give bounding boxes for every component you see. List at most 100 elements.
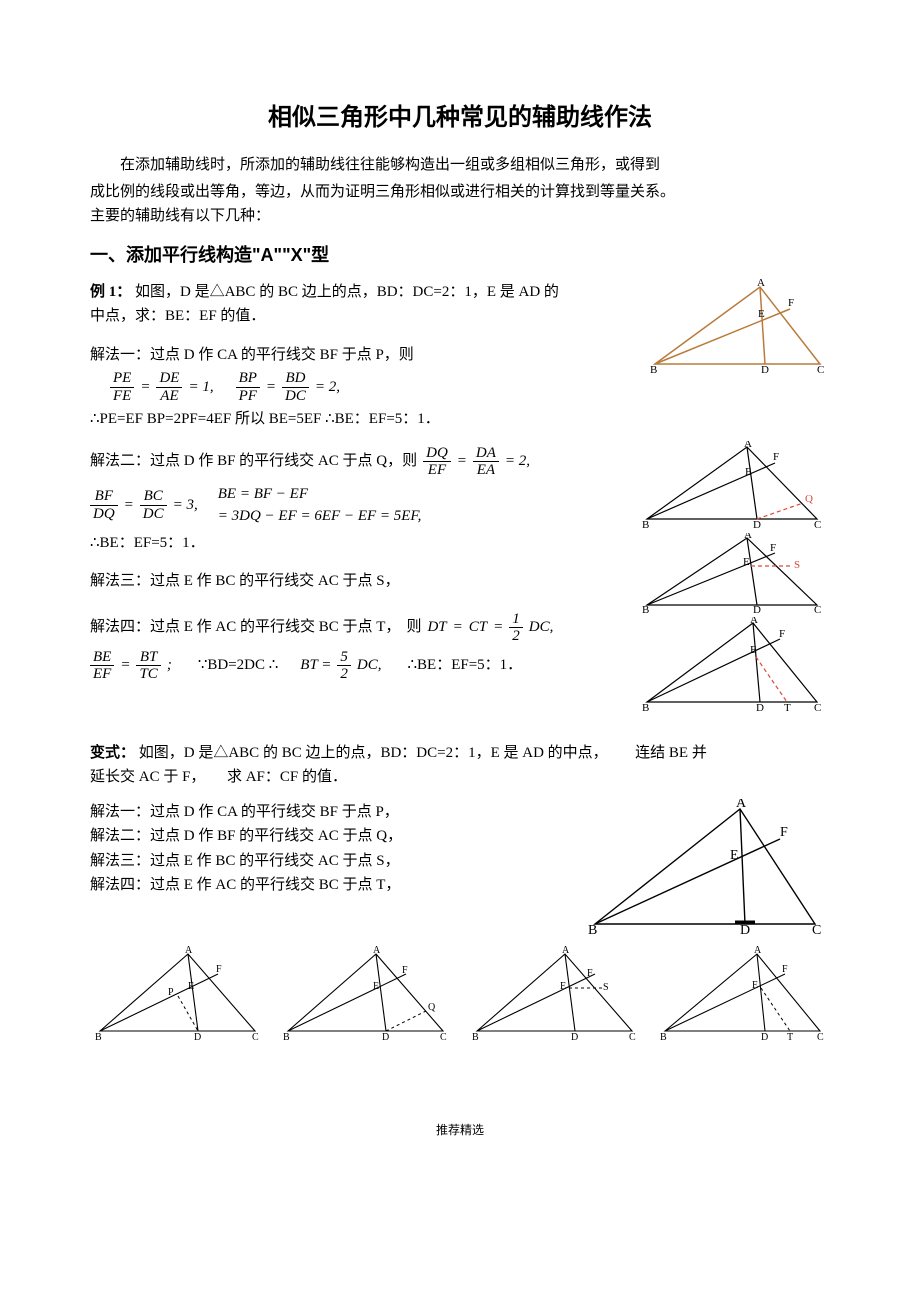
math-text: = 2,	[315, 376, 340, 399]
math-text: DC,	[529, 616, 554, 639]
fig-label: A	[744, 441, 752, 450]
figure-variant-q: A B C D E F Q	[278, 946, 453, 1041]
frac-num: PE	[110, 370, 134, 388]
math-text: = 3,	[173, 494, 198, 517]
example-1-label: 例 1：	[90, 284, 131, 300]
variant-text-2: 连结 BE 并	[635, 745, 707, 761]
frac-den: 2	[337, 666, 351, 683]
fig-label: B	[95, 1032, 102, 1041]
frac-den: EF	[90, 666, 114, 683]
fig-label: C	[252, 1032, 259, 1041]
intro-line-3: 主要的辅助线有以下几种：	[90, 205, 830, 228]
solution-4-label: 解法四：过点 E 作 AC 的平行线交 BC 于点 T，	[90, 616, 400, 639]
frac-den: TC	[136, 666, 160, 683]
frac-num: DA	[473, 445, 499, 463]
frac-num: DE	[156, 370, 182, 388]
figure-variant-main: A B C D E F	[580, 799, 830, 934]
fig-label: F	[788, 297, 794, 309]
variant-text-4: 求 AF：CF 的值．	[227, 769, 347, 785]
solution-1-conclusion: ∴PE=EF BP=2PF=4EF 所以 BE=5EF ∴BE：EF=5：1．	[90, 408, 630, 431]
fig-label: C	[817, 1032, 824, 1041]
fig-label: B	[660, 1032, 667, 1041]
solution-2-label: 解法二：过点 D 作 BF 的平行线交 AC 于点 Q，则	[90, 450, 417, 473]
figure-sol2: A B C D E F Q	[635, 441, 830, 529]
frac-den: FE	[110, 388, 134, 405]
solution-4-text: 则	[406, 616, 421, 639]
fig-label: E	[730, 848, 739, 863]
solution-2-line-1: 解法二：过点 D 作 BF 的平行线交 AC 于点 Q，则 DQEF = DAE…	[90, 445, 625, 479]
fig-label: E	[750, 644, 757, 656]
fig-label: E	[188, 981, 194, 992]
variant-sol-1: 解法一：过点 D 作 CA 的平行线交 BF 于点 P，	[90, 801, 570, 824]
fig-label: E	[752, 980, 758, 991]
solution-1-eq: PEFE = DEAE = 1, BPPF = BDDC = 2,	[90, 370, 630, 404]
fig-label: T	[784, 702, 791, 712]
fig-label: A	[562, 946, 570, 956]
fig-label: E	[743, 556, 750, 568]
fig-label: D	[753, 519, 761, 529]
fig-label: S	[603, 982, 609, 993]
math-text: BE = BF − EF	[218, 483, 422, 506]
fig-label: C	[814, 702, 821, 712]
frac-den: DC	[140, 506, 167, 523]
fig-label: E	[560, 981, 566, 992]
solution-4-text: ∵BD=2DC ∴	[198, 654, 278, 677]
fig-label: D	[740, 923, 750, 934]
variant-sol-3: 解法三：过点 E 作 BC 的平行线交 AC 于点 S，	[90, 850, 570, 873]
fig-label: C	[812, 923, 821, 934]
fig-label: F	[779, 628, 785, 640]
frac-den: AE	[156, 388, 182, 405]
frac-den: DC	[282, 388, 309, 405]
fig-label: E	[758, 308, 765, 320]
solution-2-conclusion: ∴BE：EF=5：1．	[90, 532, 625, 555]
frac-num: DQ	[423, 445, 451, 463]
frac-num: 5	[337, 649, 351, 667]
variant-label: 变式：	[90, 745, 135, 761]
fig-label: C	[629, 1032, 636, 1041]
math-text: = 2,	[505, 450, 530, 473]
frac-den: EF	[423, 462, 451, 479]
fig-label: F	[780, 825, 788, 840]
fig-label: D	[194, 1032, 201, 1041]
math-text: DT	[427, 616, 446, 639]
variant-sol-4: 解法四：过点 E 作 AC 的平行线交 BC 于点 T，	[90, 874, 570, 897]
frac-num: BF	[90, 488, 118, 506]
fig-label: Q	[428, 1002, 436, 1013]
fig-label: F	[773, 451, 779, 463]
fig-label: A	[754, 946, 762, 956]
fig-label: F	[782, 964, 788, 975]
frac-den: EA	[473, 462, 499, 479]
solution-4-line-2: BEEF = BTTC ; ∵BD=2DC ∴ BT = 52 DC, ∴BE：…	[90, 649, 625, 683]
fig-label: C	[814, 519, 821, 529]
fig-label: D	[382, 1032, 389, 1041]
fig-label: C	[440, 1032, 447, 1041]
math-text: ;	[167, 654, 172, 677]
math-text: CT	[469, 616, 487, 639]
fig-label: B	[642, 519, 649, 529]
fig-label: A	[750, 617, 758, 626]
intro-line-2: 成比例的线段或出等角，等边，从而为证明三角形相似或进行相关的计算找到等量关系。	[90, 181, 830, 204]
math-text: BT =	[300, 654, 331, 677]
example-1-line-1: 例 1： 如图，D 是△ABC 的 BC 边上的点，BD：DC=2：1，E 是 …	[90, 281, 630, 304]
figure-variant-t: A B C D E F T	[655, 946, 830, 1041]
fig-label: D	[761, 1032, 768, 1041]
fig-label: B	[650, 364, 657, 374]
fig-label: F	[216, 964, 222, 975]
variant-sol-2: 解法二：过点 D 作 BF 的平行线交 AC 于点 Q，	[90, 825, 570, 848]
variant-text-1: 如图，D 是△ABC 的 BC 边上的点，BD：DC=2：1，E 是 AD 的中…	[139, 745, 608, 761]
fig-label: P	[168, 987, 174, 998]
fig-label: A	[744, 533, 752, 541]
fig-label: E	[373, 981, 379, 992]
example-1-text-1: 如图，D 是△ABC 的 BC 边上的点，BD：DC=2：1，E 是 AD 的	[135, 284, 559, 300]
solution-3-label: 解法三：过点 E 作 BC 的平行线交 AC 于点 S，	[90, 570, 625, 593]
section-1-heading: 一、添加平行线构造"A""X"型	[90, 242, 830, 269]
fig-label: D	[571, 1032, 578, 1041]
math-text: = 3DQ − EF = 6EF − EF = 5EF,	[218, 505, 422, 528]
fig-label: C	[814, 604, 821, 613]
math-text: = 1,	[188, 376, 213, 399]
frac-den: PF	[236, 388, 260, 405]
figure-sol3: A B C D E F S	[635, 533, 830, 613]
frac-num: BD	[282, 370, 309, 388]
fig-label: T	[787, 1032, 793, 1041]
intro-line-1: 在添加辅助线时，所添加的辅助线往往能够构造出一组或多组相似三角形，或得到	[90, 154, 830, 177]
